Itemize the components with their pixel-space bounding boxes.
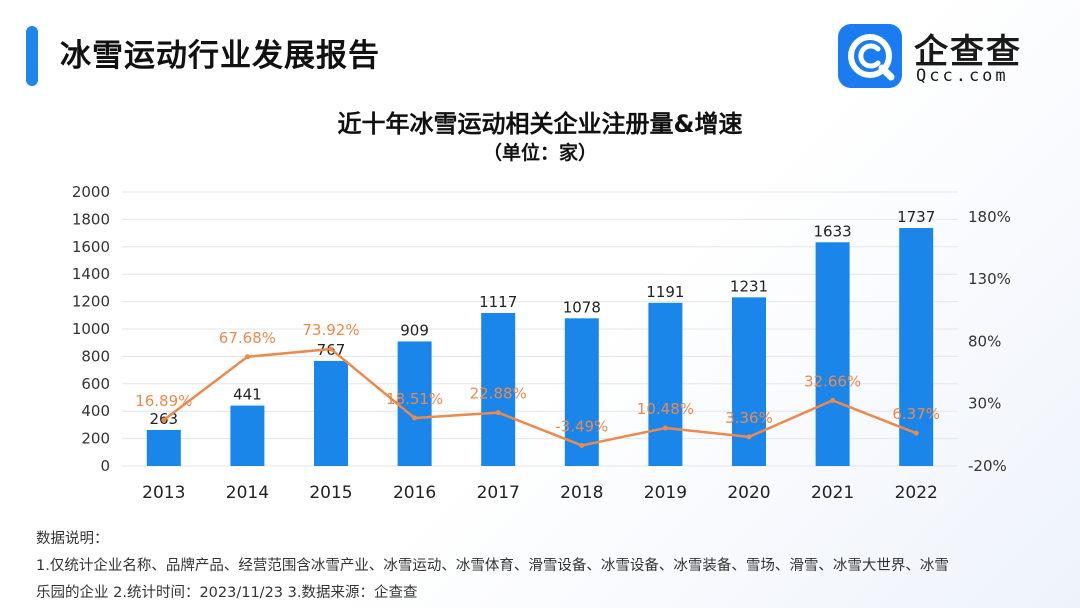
x-tick-label: 2017 (477, 483, 520, 503)
growth-rate-point (412, 415, 418, 421)
x-tick-label: 2015 (309, 483, 352, 503)
bar-value-label: 909 (400, 321, 429, 339)
growth-rate-point (830, 397, 836, 403)
bar (481, 312, 516, 466)
qcc-logo: 企查查 Qcc.com (838, 24, 1038, 88)
growth-rate-point (579, 442, 585, 448)
growth-rate-label: 3.36% (725, 409, 773, 427)
bar-value-label: 441 (233, 386, 262, 404)
bar (732, 297, 766, 466)
growth-rate-line (163, 347, 917, 447)
notes-heading: 数据说明： (36, 531, 109, 547)
y-right-tick-label: 180% (968, 208, 1011, 226)
y-left-tick-label: 1600 (72, 238, 110, 256)
bar-value-label: 1117 (479, 293, 517, 311)
x-tick-label: 2021 (811, 483, 854, 503)
growth-rate-label: 18.51% (386, 390, 443, 408)
data-notes: 数据说明： 1.仅统计企业名称、品牌产品、经营范围含冰雪产业、冰雪运动、冰雪体育… (36, 526, 1046, 607)
logo-domain: Qcc.com (916, 66, 1009, 86)
bar (899, 228, 934, 466)
y-right-tick-label: 30% (968, 395, 1001, 413)
growth-rate-point (746, 434, 752, 440)
growth-rate-label: 16.89% (135, 392, 192, 410)
x-tick-label: 2013 (142, 483, 185, 503)
y-left-tick-label: 1200 (72, 293, 110, 311)
x-tick-label: 2016 (393, 483, 436, 503)
y-left-tick-label: 200 (81, 430, 110, 448)
y-left-tick-label: 2000 (72, 183, 110, 201)
notes-line-2: 乐园的企业 2.统计时间：2023/11/23 3.数据来源：企查查 (36, 585, 418, 601)
bar (815, 242, 850, 466)
growth-rate-label: 6.37% (892, 405, 940, 423)
growth-rate-label: 10.48% (637, 400, 694, 418)
growth-rate-point (495, 410, 501, 416)
registration-chart: 0 200 400 600 800 1000 1200 1400 1600 1800 2000 -20… (72, 183, 1011, 503)
growth-rate-label: -3.49% (555, 417, 608, 435)
title-accent-bar (26, 26, 38, 86)
y-left-tick-label: 1800 (72, 210, 110, 228)
y-left-tick-label: 0 (100, 457, 110, 475)
y-right-tick-label: 130% (968, 270, 1011, 288)
report-title: 冰雪运动行业发展报告 (60, 38, 380, 74)
x-tick-label: 2018 (560, 483, 603, 503)
growth-rate-point (161, 417, 167, 423)
bar-value-label: 1078 (563, 298, 601, 316)
bar (397, 341, 432, 466)
chart-title: 近十年冰雪运动相关企业注册量&增速 (337, 110, 743, 138)
bar-value-label: 1191 (646, 283, 684, 301)
bar-value-label: 1737 (897, 208, 935, 226)
x-tick-label: 2019 (644, 483, 687, 503)
growth-rate-point (244, 354, 250, 360)
y-left-tick-label: 800 (81, 347, 110, 365)
x-tick-label: 2022 (895, 483, 938, 503)
y-left-tick-label: 400 (81, 402, 110, 420)
growth-rate-label: 22.88% (470, 385, 527, 403)
y-left-tick-label: 600 (81, 375, 110, 393)
bar (648, 302, 683, 466)
bar-value-label: 1231 (730, 277, 768, 295)
x-tick-label: 2014 (226, 483, 269, 503)
y-left-tick-label: 1000 (72, 320, 110, 338)
chart-subtitle: （单位：家） (482, 142, 597, 164)
y-right-tick-label: 80% (968, 332, 1001, 350)
y-left-tick-label: 1400 (72, 265, 110, 283)
growth-rate-point (913, 430, 919, 436)
growth-rate-label: 73.92% (302, 321, 359, 339)
notes-line-1: 1.仅统计企业名称、品牌产品、经营范围含冰雪产业、冰雪运动、冰雪体育、滑雪设备、… (36, 558, 949, 574)
bar (230, 405, 265, 466)
x-tick-label: 2020 (727, 483, 770, 503)
bar (314, 360, 348, 466)
bar (146, 429, 181, 466)
growth-rate-label: 67.68% (219, 329, 276, 347)
logo-name: 企查查 (914, 32, 1022, 72)
y-right-tick-label: -20% (968, 457, 1007, 475)
growth-rate-point (662, 425, 668, 431)
qcc-logo-icon (838, 24, 902, 88)
growth-rate-label: 32.66% (804, 372, 861, 390)
bar-value-label: 1633 (814, 222, 852, 240)
growth-rate-point (328, 346, 334, 352)
